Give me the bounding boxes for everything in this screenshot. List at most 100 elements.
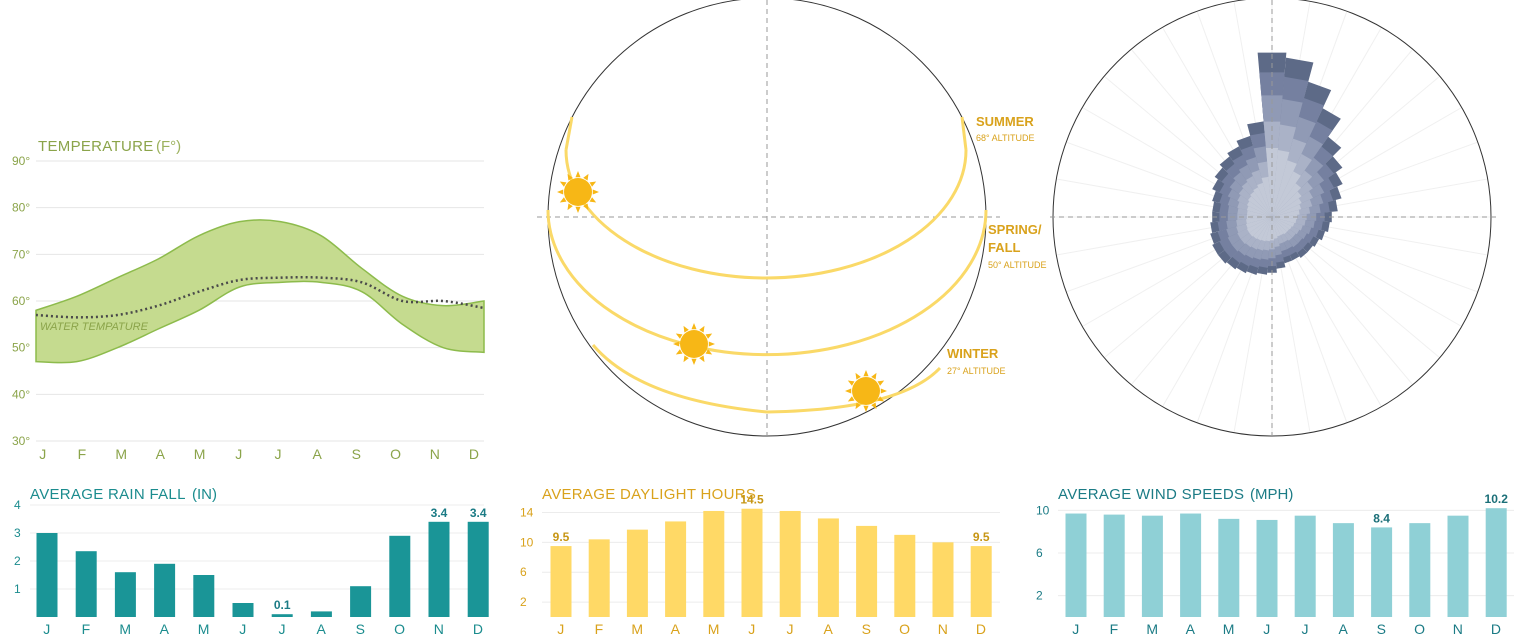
temperature-month-label: J <box>39 446 47 462</box>
rain-title: AVERAGE RAIN FALL <box>30 486 186 503</box>
rain-y-tick: 4 <box>14 498 21 512</box>
wind-bar <box>1103 514 1125 617</box>
rain-month-label: M <box>119 621 131 637</box>
summer-altitude: 68° ALTITUDE <box>976 133 1034 143</box>
wind-rose-petal <box>1250 191 1272 217</box>
water-temperature-label: WATER TEMPATURE <box>40 321 149 333</box>
temperature-title: TEMPERATURE <box>38 138 154 155</box>
wind-rose-petal <box>1272 217 1290 232</box>
day-month-label: A <box>823 621 833 637</box>
sun-ray <box>708 341 715 347</box>
sun-markers <box>557 171 887 412</box>
sun-ray <box>863 405 869 412</box>
sun-ray <box>847 396 855 402</box>
sun-ray <box>589 181 597 187</box>
wind-y-axis: 10 6 2 <box>1036 503 1050 602</box>
day-y-tick: 6 <box>520 565 527 579</box>
sun-ray <box>559 197 567 203</box>
sun-ray <box>683 355 689 363</box>
wind-month-label: S <box>1377 621 1387 637</box>
wind-gridlines <box>1058 509 1514 597</box>
wind-y-tick: 10 <box>1036 503 1050 517</box>
rain-y-tick: 3 <box>14 526 21 540</box>
rain-y-axis: 4 3 2 1 <box>14 498 21 596</box>
temperature-month-label: A <box>156 446 166 462</box>
wind-rose-petal <box>1252 217 1272 240</box>
sun-ray <box>847 380 855 386</box>
rain-month-label: A <box>316 621 326 637</box>
wind-rose-petal <box>1257 182 1272 217</box>
wind-bar <box>1409 523 1431 617</box>
wind-rose-petal <box>1272 217 1284 236</box>
day-y-tick: 10 <box>520 535 534 549</box>
wind-month-label: M <box>1146 621 1158 637</box>
wind-rose-petal <box>1253 187 1272 217</box>
wind-rose-petal <box>1272 217 1287 235</box>
wind-bar <box>1180 513 1202 617</box>
rain-data-labels: 0.1 3.4 3.4 <box>274 506 487 612</box>
sun-ray <box>675 349 683 355</box>
day-bar <box>856 525 878 617</box>
wind-month-label: N <box>1453 621 1464 637</box>
rain-bar <box>232 603 254 617</box>
sun-icon <box>557 171 599 213</box>
wind-unit: (MPH) <box>1250 486 1293 503</box>
wind-bar <box>1256 519 1278 617</box>
wind-rose-petal <box>1261 176 1272 217</box>
wind-rose-petal <box>1246 210 1272 217</box>
sun-disc <box>564 178 592 206</box>
rain-chart: AVERAGE RAIN FALL (IN) 4 3 2 1 J F M A M J J A S O N D… <box>14 486 489 637</box>
day-bar <box>817 518 839 617</box>
wind-bars <box>1065 508 1507 617</box>
temperature-month-label: M <box>194 446 206 462</box>
day-y-tick: 14 <box>520 505 534 519</box>
rain-month-label: S <box>356 621 366 637</box>
sun-ray <box>877 396 885 402</box>
sun-ray <box>699 325 705 333</box>
wind-rose-petals <box>1210 52 1343 275</box>
wind-month-label: J <box>1301 621 1309 637</box>
day-bar <box>779 510 801 617</box>
wind-bar <box>1371 527 1393 617</box>
sun-ray <box>575 171 581 178</box>
wind-value-label: 8.4 <box>1373 511 1390 525</box>
sun-ray <box>589 197 597 203</box>
day-bar <box>932 542 954 617</box>
temperature-y-tick: 90° <box>12 154 30 168</box>
wind-rose-petal <box>1272 217 1278 239</box>
rain-bar <box>428 521 450 617</box>
wind-month-label: A <box>1186 621 1196 637</box>
daylight-y-axis: 14 10 6 2 <box>520 505 534 609</box>
day-bar <box>894 534 916 617</box>
day-month-label: J <box>557 621 565 637</box>
temperature-y-axis: 90° 80° 70° 60° 50° 40° 30° <box>12 154 30 448</box>
sun-ray <box>871 372 877 380</box>
spring-label: SPRING/ <box>988 222 1042 237</box>
rain-month-label: F <box>82 621 91 637</box>
wind-rose-petal <box>1272 183 1302 217</box>
daylight-title: AVERAGE DAYLIGHT HOURS <box>542 486 756 503</box>
wind-month-label: M <box>1223 621 1235 637</box>
wind-title: AVERAGE WIND SPEEDS <box>1058 486 1244 503</box>
sun-icon <box>845 370 887 412</box>
rain-value-label: 0.1 <box>274 598 291 612</box>
temperature-chart: TEMPERATURE (F°) 90° 80° 70° 60° 50° 40° 30° W… <box>12 138 485 462</box>
day-value-label: 9.5 <box>553 530 570 544</box>
sun-ray <box>855 372 861 380</box>
wind-bar <box>1065 513 1087 617</box>
temperature-month-label: F <box>78 446 87 462</box>
sun-ray <box>575 206 581 213</box>
wind-rose-petal <box>1246 201 1272 217</box>
wind-rose-petal <box>1246 217 1272 229</box>
wind-rose-petal <box>1272 217 1295 227</box>
wind-rose-ring <box>1246 147 1302 242</box>
temperature-y-tick: 70° <box>12 247 30 261</box>
day-month-label: J <box>786 621 794 637</box>
daylight-chart: AVERAGE DAYLIGHT HOURS 14 10 6 2 J F M A M J J A S O… <box>520 486 1000 637</box>
wind-bar <box>1294 515 1316 617</box>
wind-month-label: J <box>1263 621 1271 637</box>
wind-y-tick: 2 <box>1036 589 1043 603</box>
sun-ray <box>691 323 697 330</box>
summer-orbit-right <box>960 116 968 151</box>
